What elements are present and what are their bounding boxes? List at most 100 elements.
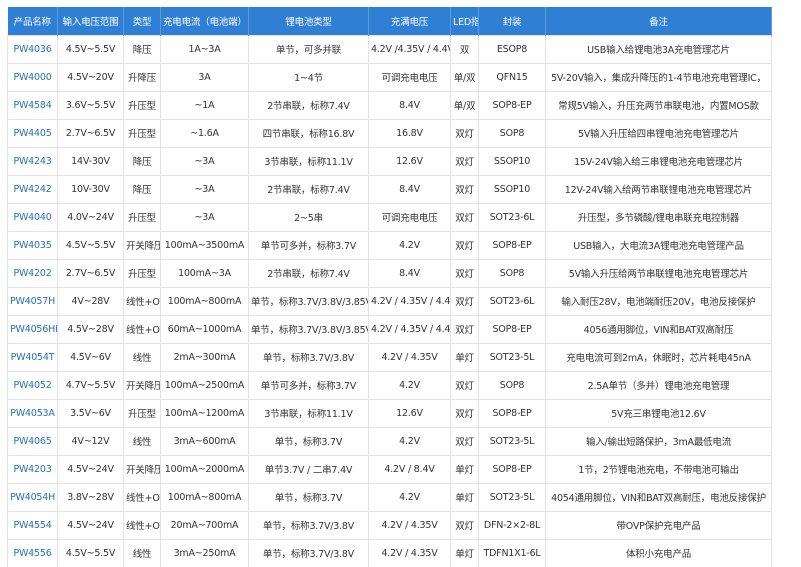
- product-name: PW4405: [7, 118, 58, 148]
- table-cell: 4.2V: [368, 482, 451, 512]
- product-name: PW4203: [7, 454, 58, 484]
- table-cell: 单灯: [450, 342, 479, 372]
- table-cell: 15V-24V输入给三串锂电池充电管理芯片: [545, 146, 772, 176]
- table-cell: 2mA~300mA: [160, 342, 249, 372]
- header-cell: 类型: [123, 7, 161, 35]
- table-cell: 4.5V~5.5V: [57, 34, 124, 64]
- table-cell: 4.2V / 4.35V: [368, 510, 451, 540]
- table-cell: 4V~12V: [57, 426, 124, 456]
- table-cell: 降压: [123, 174, 161, 204]
- product-name: PW4052: [7, 370, 58, 400]
- table-cell: 线性: [123, 342, 161, 372]
- table-cell: 4.0V~24V: [57, 202, 124, 232]
- header-cell: LED指示灯: [450, 7, 479, 35]
- table-row: PW40354.5V~5.5V开关降压型100mA~3500mA单节可多并，标称…: [7, 230, 772, 260]
- table-row: PW4065 4V~12V 线性 3mA~600mA 单节，标称3.7V 4.2V 双灯 SO…: [7, 426, 772, 456]
- table-cell: 可调充电电压: [368, 62, 451, 92]
- table-cell: 1节，2节锂电池充电，不带电池可输出: [545, 454, 772, 484]
- table-cell: 单节，标称3.7V/3.8V: [248, 510, 369, 540]
- table-cell: 双灯: [450, 286, 479, 316]
- table-cell: 双灯: [450, 398, 479, 428]
- table-cell: 双灯: [450, 230, 479, 260]
- table-cell: 8.4V: [368, 258, 451, 288]
- header-cell: 锂电池类型: [248, 7, 369, 35]
- table-row: PW4053A 3.5V~6V 升压型 100mA~1200mA 3节串联，标称11.1…: [7, 398, 772, 428]
- table-cell: DFN-2×2-8L: [478, 510, 546, 540]
- table-cell: 2节串联，标称7.4V: [248, 258, 369, 288]
- header-cell: 产品名称: [7, 7, 58, 35]
- table-cell: 单/双: [450, 90, 479, 120]
- table-cell: 12.6V: [368, 146, 451, 176]
- table-cell: 升压型: [123, 202, 161, 232]
- table-cell: 4.5V~24V: [57, 510, 124, 540]
- table-cell: 4.5V~6V: [57, 342, 124, 372]
- table-cell: 双灯: [450, 370, 479, 400]
- table-cell: 带OVP保护充电产品: [545, 510, 772, 540]
- table-cell: 100mA~800mA: [160, 286, 249, 316]
- product-name: PW4054H: [7, 482, 58, 512]
- table-cell: 4.5V~24V: [57, 454, 124, 484]
- product-name: PW4202: [7, 258, 58, 288]
- product-name: PW4243: [7, 146, 58, 176]
- table-cell: 3节串联，标称11.1V: [248, 398, 369, 428]
- table-cell: 开关降压型: [123, 230, 161, 260]
- table-cell: SOP8-EP: [478, 398, 546, 428]
- table-cell: 12V-24V输入给两节串联锂电池充电管理芯片: [545, 174, 772, 204]
- table-cell: 8.4V: [368, 90, 451, 120]
- table-cell: 4054通用脚位，VIN和BAT双高耐压，电池反接保护: [545, 482, 772, 512]
- table-cell: 升压型: [123, 90, 161, 120]
- table-cell: 体积小充电产品: [545, 538, 772, 567]
- header-cell: 输入电压范围: [57, 7, 124, 35]
- table-cell: 输入耐压28V，电池端耐压20V，电池反接保护: [545, 286, 772, 316]
- table-cell: SOP8: [478, 118, 546, 148]
- table-cell: 单节，标称3.7V/3.8V/3.85V: [248, 286, 369, 316]
- table-cell: 4.2V / 4.35V: [368, 342, 451, 372]
- table-cell: 双灯: [450, 202, 479, 232]
- table-cell: 100mA~2500mA: [160, 370, 249, 400]
- table-cell: SOT23-5L: [478, 482, 546, 512]
- table-cell: 单灯: [450, 482, 479, 512]
- table-row: PW4036 4.5V~5.5V 降压 1A~3A 单节，可多并联 4.2V /4.35V…: [7, 34, 772, 64]
- table-cell: 单灯: [450, 454, 479, 484]
- table-cell: SOP8: [478, 370, 546, 400]
- table-cell: 16.8V: [368, 118, 451, 148]
- table-cell: 升压型: [123, 398, 161, 428]
- table-cell: 双灯: [450, 314, 479, 344]
- table-cell: 3.6V~5.5V: [57, 90, 124, 120]
- table-cell: 线性+OVP: [123, 314, 161, 344]
- table-cell: SOT23-6L: [478, 202, 546, 232]
- header-cell: 备注: [545, 7, 772, 35]
- table-cell: 3节串联，标称11.1V: [248, 146, 369, 176]
- table-row: PW4056HH4.5V~28V线性+OVP60mA~1000mA单节，标称3.…: [7, 314, 772, 344]
- table-cell: 4.2V / 4.35V / 4.4V: [368, 314, 451, 344]
- table-cell: SOT23-5L: [478, 342, 546, 372]
- table-cell: 60mA~1000mA: [160, 314, 249, 344]
- product-name: PW4000: [7, 62, 58, 92]
- table-cell: 100mA~1200mA: [160, 398, 249, 428]
- header-cell: 充电电流（电池端）: [160, 7, 249, 35]
- table-cell: ~1A: [160, 90, 249, 120]
- table-cell: 升降压: [123, 62, 161, 92]
- table-row: PW4243 14V-30V 降压 ~3A 3节串联，标称11.1V 12.6V 双灯 SSO…: [7, 146, 772, 176]
- table-cell: 单灯: [450, 538, 479, 567]
- table-cell: 5V输入升压给四串锂电池充电管理芯片: [545, 118, 772, 148]
- table-cell: SSOP10: [478, 174, 546, 204]
- table-row: PW40524.7V~5.5V开关降压型100mA~2500mA单节可多并，标称…: [7, 370, 772, 400]
- table-row: PW45544.5V~24V线性+OVP20mA~700mA单节，标称3.7V/…: [7, 510, 772, 540]
- table-cell: 100mA~800mA: [160, 482, 249, 512]
- product-name: PW4036: [7, 34, 58, 64]
- table-cell: SOP8-EP: [478, 230, 546, 260]
- table-cell: 双: [450, 34, 479, 64]
- table-cell: SOP8-EP: [478, 314, 546, 344]
- table-cell: 单节，标称3.7V: [248, 426, 369, 456]
- table-row: PW4057H4V~28V线性+OVP100mA~800mA单节，标称3.7V/…: [7, 286, 772, 316]
- product-name: PW4057H: [7, 286, 58, 316]
- table-cell: 3.5V~6V: [57, 398, 124, 428]
- table-cell: TDFN1X1-6L: [478, 538, 546, 567]
- header-cell: 充满电压: [368, 7, 451, 35]
- table-cell: 双灯: [450, 426, 479, 456]
- table-row: PW4242 10V-30V 降压 ~3A 2节串联，标称7.4V 8.4V 双灯 SSOP1…: [7, 174, 772, 204]
- table-cell: 4.2V / 4.35V / 4.4V: [368, 286, 451, 316]
